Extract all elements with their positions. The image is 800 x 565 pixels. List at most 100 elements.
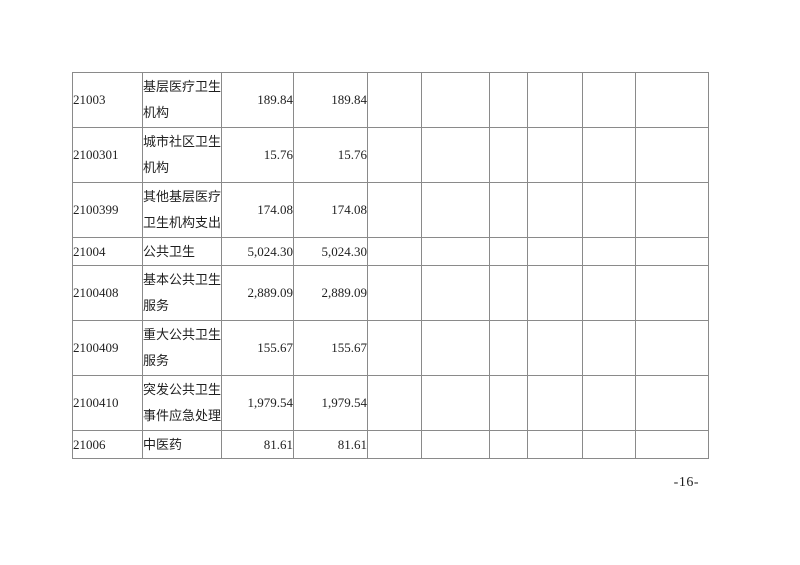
cell-empty <box>367 182 423 238</box>
cell-category-name: 其他基层医疗 卫生机构支出 <box>141 182 223 238</box>
cell-empty <box>421 72 491 128</box>
cell-empty <box>367 265 423 321</box>
cell-empty <box>635 127 710 183</box>
cell-empty <box>582 375 637 431</box>
cell-empty <box>582 320 637 376</box>
cell-empty <box>582 237 637 266</box>
cell-empty <box>421 375 491 431</box>
budget-table: 21003 基层医疗卫生 机构 189.84 189.84 2100301 城市社… <box>72 72 710 459</box>
cell-budget-code: 21004 <box>72 237 143 266</box>
category-name-line: 其他基层医疗 <box>143 189 222 204</box>
cell-empty <box>582 127 637 183</box>
cell-budget-code: 2100301 <box>72 127 143 183</box>
cell-empty <box>527 430 584 459</box>
category-name-line: 机构 <box>143 105 170 120</box>
cell-empty <box>489 237 529 266</box>
cell-amount-2: 81.61 <box>293 430 369 459</box>
category-name-line: 突发公共卫生 <box>143 382 222 397</box>
category-name-line: 公共卫生 <box>143 243 196 259</box>
cell-amount-1: 174.08 <box>221 182 295 238</box>
category-name-line: 中医药 <box>143 436 183 452</box>
cell-amount-2: 189.84 <box>293 72 369 128</box>
cell-category-name: 突发公共卫生 事件应急处理 <box>141 375 223 431</box>
category-name-line: 基本公共卫生 <box>143 272 222 287</box>
cell-amount-1: 155.67 <box>221 320 295 376</box>
cell-empty <box>367 127 423 183</box>
cell-empty <box>527 237 584 266</box>
cell-empty <box>635 430 710 459</box>
table-row: 21006 中医药 81.61 81.61 <box>72 430 710 459</box>
cell-empty <box>527 265 584 321</box>
category-name-line: 服务 <box>143 353 170 368</box>
cell-empty <box>421 127 491 183</box>
cell-category-name: 重大公共卫生 服务 <box>141 320 223 376</box>
table-row: 21003 基层医疗卫生 机构 189.84 189.84 <box>72 72 710 128</box>
table-row: 21004 公共卫生 5,024.30 5,024.30 <box>72 237 710 266</box>
cell-empty <box>527 320 584 376</box>
table-row: 2100408 基本公共卫生 服务 2,889.09 2,889.09 <box>72 265 710 321</box>
page-number: -16- <box>673 475 699 490</box>
cell-empty <box>421 237 491 266</box>
table-row: 2100410 突发公共卫生 事件应急处理 1,979.54 1,979.54 <box>72 375 710 431</box>
cell-empty <box>635 320 710 376</box>
cell-amount-2: 1,979.54 <box>293 375 369 431</box>
cell-empty <box>527 72 584 128</box>
cell-empty <box>489 72 529 128</box>
cell-empty <box>367 375 423 431</box>
cell-empty <box>367 72 423 128</box>
cell-category-name: 城市社区卫生 机构 <box>141 127 223 183</box>
cell-budget-code: 2100408 <box>72 265 143 321</box>
category-name-line: 基层医疗卫生 <box>143 79 222 94</box>
cell-empty <box>489 430 529 459</box>
cell-empty <box>635 72 710 128</box>
cell-empty <box>635 375 710 431</box>
cell-budget-code: 21006 <box>72 430 143 459</box>
cell-amount-2: 15.76 <box>293 127 369 183</box>
cell-category-name: 公共卫生 <box>141 237 223 266</box>
category-name-line: 服务 <box>143 298 170 313</box>
cell-empty <box>489 320 529 376</box>
cell-amount-1: 2,889.09 <box>221 265 295 321</box>
cell-empty <box>582 265 637 321</box>
category-name-line: 城市社区卫生 <box>143 134 222 149</box>
cell-empty <box>489 127 529 183</box>
category-name-line: 事件应急处理 <box>143 408 222 423</box>
table-row: 2100409 重大公共卫生 服务 155.67 155.67 <box>72 320 710 376</box>
cell-empty <box>635 237 710 266</box>
category-name-line: 机构 <box>143 160 170 175</box>
cell-empty <box>367 237 423 266</box>
cell-amount-1: 5,024.30 <box>221 237 295 266</box>
cell-empty <box>582 182 637 238</box>
cell-empty <box>582 430 637 459</box>
cell-budget-code: 2100409 <box>72 320 143 376</box>
cell-amount-2: 174.08 <box>293 182 369 238</box>
cell-empty <box>367 320 423 376</box>
cell-empty <box>421 430 491 459</box>
table-row: 2100399 其他基层医疗 卫生机构支出 174.08 174.08 <box>72 182 710 238</box>
cell-amount-1: 81.61 <box>221 430 295 459</box>
cell-budget-code: 2100399 <box>72 182 143 238</box>
cell-amount-2: 2,889.09 <box>293 265 369 321</box>
cell-empty <box>489 182 529 238</box>
cell-empty <box>367 430 423 459</box>
cell-empty <box>527 127 584 183</box>
cell-empty <box>635 265 710 321</box>
cell-empty <box>421 320 491 376</box>
cell-empty <box>489 375 529 431</box>
cell-amount-1: 15.76 <box>221 127 295 183</box>
cell-empty <box>421 182 491 238</box>
cell-empty <box>421 265 491 321</box>
cell-category-name: 基层医疗卫生 机构 <box>141 72 223 128</box>
cell-amount-1: 1,979.54 <box>221 375 295 431</box>
cell-empty <box>527 375 584 431</box>
cell-empty <box>527 182 584 238</box>
cell-category-name: 中医药 <box>141 430 223 459</box>
cell-empty <box>489 265 529 321</box>
category-name-line: 重大公共卫生 <box>143 327 222 342</box>
cell-amount-2: 155.67 <box>293 320 369 376</box>
cell-empty <box>582 72 637 128</box>
table-row: 2100301 城市社区卫生 机构 15.76 15.76 <box>72 127 710 183</box>
cell-budget-code: 21003 <box>72 72 143 128</box>
cell-empty <box>635 182 710 238</box>
